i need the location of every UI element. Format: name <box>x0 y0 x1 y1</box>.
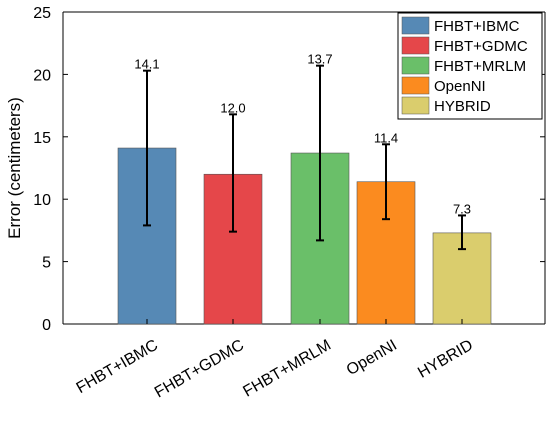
legend-swatch-1 <box>401 36 430 55</box>
legend-label-3: OpenNI <box>434 78 486 95</box>
value-label-2: 13.7 <box>307 52 332 67</box>
legend-label-4: HYBRID <box>434 98 491 115</box>
legend-label-2: FHBT+MRLM <box>434 58 526 75</box>
value-label-0: 14.1 <box>134 57 159 72</box>
x-tick-label-3: OpenNI <box>344 337 400 379</box>
y-axis-label: Error (centimeters) <box>5 97 24 239</box>
y-tick-label: 5 <box>42 255 51 272</box>
x-tick-label-0: FHBT+IBMC <box>74 337 161 397</box>
x-tick-label-4: HYBRID <box>415 337 476 382</box>
y-tick-label: 10 <box>33 192 51 209</box>
legend-swatch-0 <box>401 16 430 35</box>
x-tick-label-1: FHBT+GDMC <box>152 337 247 402</box>
y-tick-label: 25 <box>33 5 51 22</box>
y-tick-label: 0 <box>42 317 51 334</box>
value-label-3: 11.4 <box>374 130 398 145</box>
value-label-1: 12.0 <box>220 100 245 115</box>
legend-swatch-2 <box>401 56 430 75</box>
legend-label-1: FHBT+GDMC <box>434 38 528 55</box>
legend-swatch-4 <box>401 96 430 115</box>
legend-label-0: FHBT+IBMC <box>434 18 520 35</box>
value-label-4: 7.3 <box>453 201 471 216</box>
y-tick-label: 15 <box>33 130 51 147</box>
legend-swatch-3 <box>401 76 430 95</box>
x-tick-label-2: FHBT+MRLM <box>240 337 334 401</box>
y-tick-label: 20 <box>33 67 51 84</box>
